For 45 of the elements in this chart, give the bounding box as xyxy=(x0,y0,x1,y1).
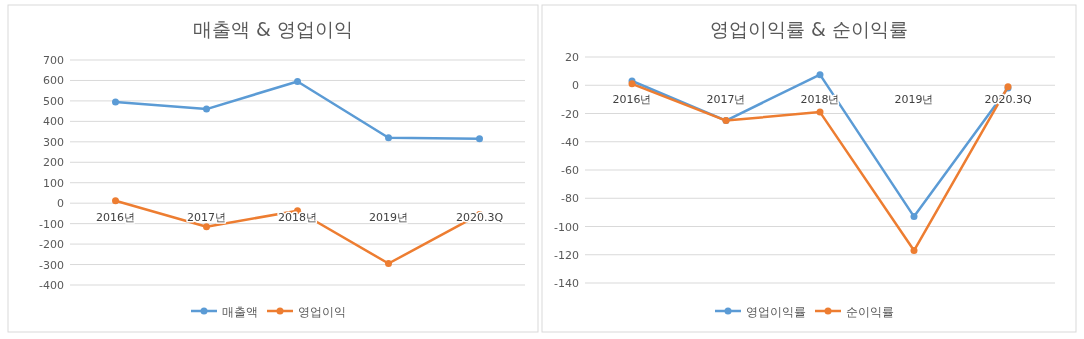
y-tick-label: 200 xyxy=(43,156,64,170)
point xyxy=(203,223,210,231)
point xyxy=(816,108,824,116)
x-tick-label: 2017년 xyxy=(706,93,746,107)
point xyxy=(816,71,824,79)
y-tick-label: -100 xyxy=(39,217,64,231)
y-tick-label: -200 xyxy=(39,238,64,252)
chart-title: 매출액 & 영업이익 xyxy=(193,18,353,40)
x-tick-label: 2016년 xyxy=(612,93,652,107)
y-tick-label: -120 xyxy=(554,248,579,262)
y-tick-label: -400 xyxy=(39,279,64,292)
y-tick-label: 600 xyxy=(43,74,64,88)
y-tick-label: -300 xyxy=(39,258,64,272)
y-tick-label: -60 xyxy=(561,164,579,177)
legend-label: 영업이익 xyxy=(298,304,346,319)
point xyxy=(203,105,210,113)
point xyxy=(294,77,301,85)
y-tick-label: 400 xyxy=(43,115,64,129)
x-tick-label: 2017년 xyxy=(187,211,226,225)
point xyxy=(476,135,483,143)
chart-title: 영업이익률 & 순이익률 xyxy=(710,18,908,40)
x-tick-label: 2019년 xyxy=(894,93,934,107)
y-tick-label: 20 xyxy=(565,51,579,64)
legend-label: 순이익률 xyxy=(846,304,894,319)
y-tick-label: 700 xyxy=(43,54,64,67)
y-tick-label: 500 xyxy=(43,94,64,108)
y-tick-label: -80 xyxy=(561,192,579,206)
y-tick-label: -40 xyxy=(561,135,579,149)
y-tick-label: 100 xyxy=(43,176,64,190)
y-tick-label: 0 xyxy=(572,79,579,93)
point xyxy=(910,213,918,221)
x-tick-label: 2016년 xyxy=(96,211,135,225)
y-tick-label: -140 xyxy=(554,277,579,290)
y-tick-label: -20 xyxy=(561,107,579,121)
point xyxy=(112,197,119,205)
legend-label: 매출액 xyxy=(222,304,258,319)
legend-label: 영업이익률 xyxy=(746,304,806,319)
point xyxy=(385,134,392,142)
point xyxy=(385,260,392,268)
x-tick-label: 2019년 xyxy=(369,211,408,225)
point xyxy=(112,98,119,106)
y-tick-label: -100 xyxy=(554,220,579,234)
point xyxy=(910,247,918,255)
y-tick-label: 0 xyxy=(57,197,64,211)
y-tick-label: 300 xyxy=(43,135,64,149)
